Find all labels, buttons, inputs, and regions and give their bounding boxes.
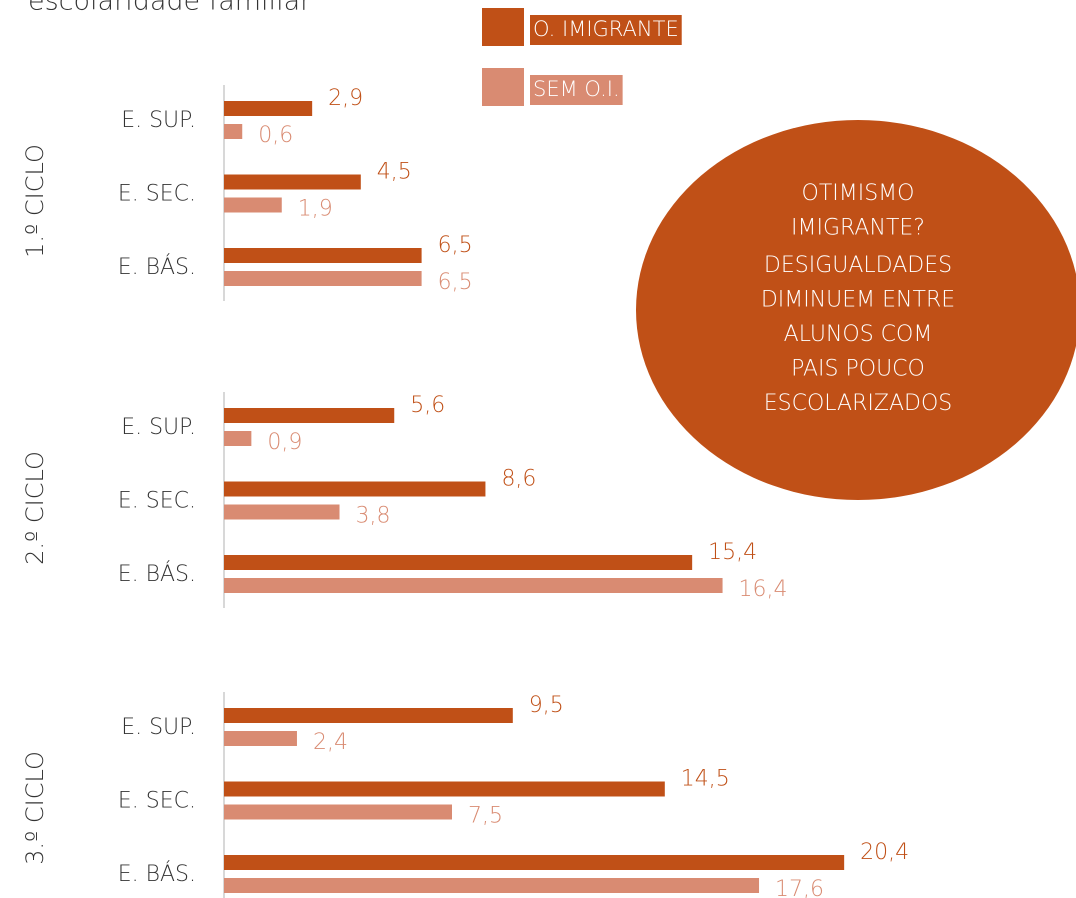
legend-swatch — [482, 68, 524, 106]
bar — [224, 504, 340, 520]
bar — [224, 124, 243, 139]
value-label: 6,5 — [438, 270, 473, 295]
value-label: 4,5 — [377, 160, 412, 185]
category-label: E. BÁS. — [118, 254, 196, 280]
chart-title: escolaridade familiar — [28, 0, 312, 17]
legend-swatch — [482, 8, 524, 46]
value-label: 3,8 — [356, 504, 391, 529]
category-label: E. BÁS. — [118, 861, 196, 887]
value-label: 2,9 — [328, 86, 363, 111]
value-label: 6,5 — [438, 233, 473, 258]
legend-label-bg — [530, 15, 682, 45]
bar — [224, 248, 422, 263]
bar — [224, 481, 486, 497]
bar — [224, 408, 395, 423]
bar — [224, 197, 282, 213]
value-label: 15,4 — [708, 540, 757, 565]
bar — [224, 781, 665, 797]
panel-title: 3.º CICLO — [21, 751, 49, 865]
annotation-text: ALUNOS COM — [784, 322, 933, 347]
bar — [224, 855, 845, 870]
annotation-text: OTIMISMO — [802, 181, 915, 206]
bar — [224, 101, 313, 116]
annotation-text: PAIS POUCO — [791, 357, 925, 382]
bar — [224, 731, 297, 746]
value-label: 1,9 — [298, 197, 333, 222]
bar — [224, 708, 513, 723]
category-label: E. BÁS. — [118, 561, 196, 587]
value-label: 8,6 — [501, 467, 536, 492]
value-label: 2,4 — [313, 730, 348, 755]
panel-title: 2.º CICLO — [21, 451, 49, 565]
annotation-text: IMIGRANTE? — [791, 216, 925, 241]
bar — [224, 431, 252, 446]
value-label: 0,6 — [258, 123, 293, 148]
annotation-text: DESIGUALDADES — [764, 253, 952, 278]
category-label: E. SUP. — [121, 415, 196, 440]
category-label: E. SEC. — [118, 789, 196, 814]
bar — [224, 271, 422, 286]
annotation-text: ESCOLARIZADOS — [764, 391, 952, 416]
value-label: 20,4 — [860, 840, 909, 865]
category-label: E. SEC. — [118, 489, 196, 514]
bar — [224, 578, 723, 593]
value-label: 9,5 — [529, 693, 564, 718]
annotation-bubble — [636, 120, 1076, 500]
legend-label-bg — [530, 75, 623, 105]
category-label: E. SEC. — [118, 182, 196, 207]
bar — [224, 804, 452, 820]
legend-label: SEM O.I. — [533, 77, 620, 101]
category-label: E. SUP. — [121, 715, 196, 740]
value-label: 14,5 — [681, 767, 730, 792]
value-label: 16,4 — [739, 577, 788, 602]
category-label: E. SUP. — [121, 108, 196, 133]
panel-title: 1.º CICLO — [21, 144, 49, 258]
value-label: 0,9 — [267, 430, 302, 455]
value-label: 5,6 — [410, 393, 445, 418]
value-label: 17,6 — [775, 877, 824, 898]
bar — [224, 174, 361, 190]
value-label: 7,5 — [468, 804, 503, 829]
bar — [224, 878, 760, 893]
annotation-text: DIMINUEM ENTRE — [761, 288, 955, 313]
legend-label: O. IMIGRANTE — [533, 17, 679, 41]
bar — [224, 555, 693, 570]
